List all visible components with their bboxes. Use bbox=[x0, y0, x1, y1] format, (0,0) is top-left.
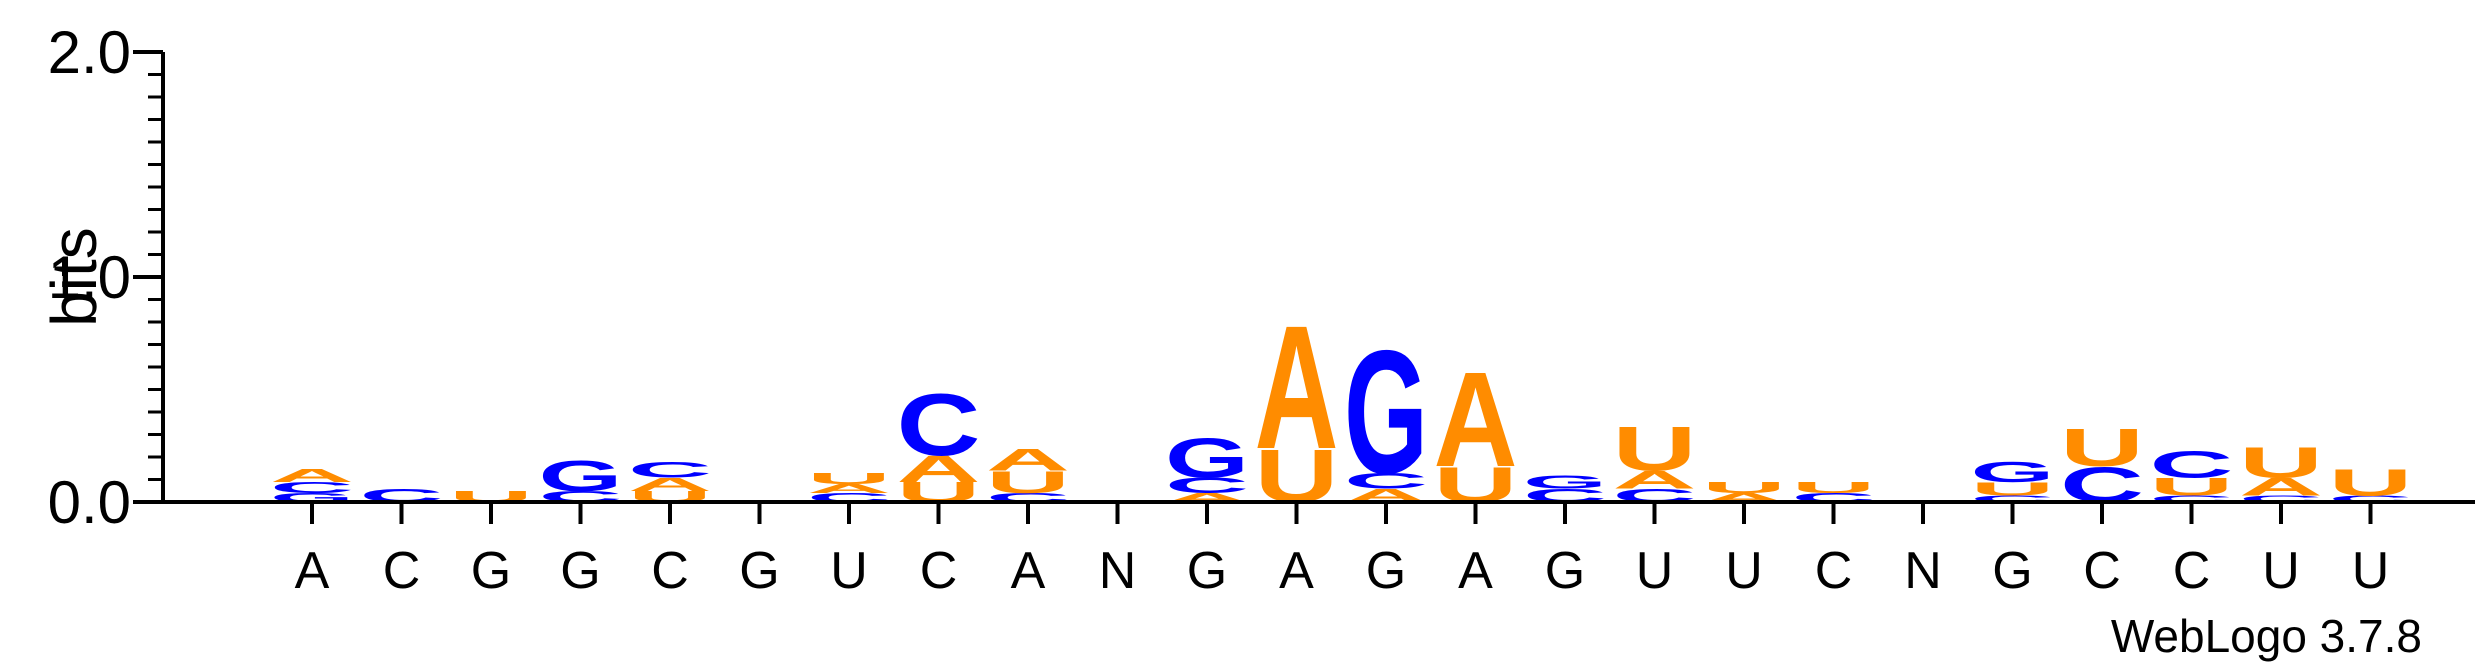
logo-letter: U bbox=[1971, 478, 2055, 499]
x-tick-label: U bbox=[2352, 542, 2390, 600]
x-tick-label: U bbox=[830, 542, 868, 600]
y-tick-label: 2.0 bbox=[48, 19, 131, 86]
logo-letter: U bbox=[2150, 473, 2234, 501]
logo-letter: U bbox=[2329, 462, 2413, 504]
x-tick-label: C bbox=[383, 542, 421, 600]
logo-letter: A bbox=[1613, 466, 1697, 494]
x-tick-label: G bbox=[739, 542, 779, 600]
x-tick-label: G bbox=[1545, 542, 1585, 600]
x-tick-label: C bbox=[920, 542, 958, 600]
logo-letter: C bbox=[2239, 494, 2323, 505]
x-tick-label: A bbox=[1458, 542, 1493, 600]
y-axis: 0.0 1.0 2.0 bbox=[48, 19, 165, 536]
logo-letter: G bbox=[1971, 456, 2055, 488]
logo-letter: U bbox=[1702, 479, 1786, 497]
x-tick-label: A bbox=[1011, 542, 1046, 600]
logo-letter: C bbox=[2149, 494, 2233, 505]
logo-letter: C bbox=[270, 479, 354, 497]
x-tick-label: N bbox=[1904, 542, 1942, 600]
y-axis-title: bits bbox=[38, 227, 110, 327]
logo-letter: G bbox=[539, 451, 623, 500]
logo-letter: G bbox=[1165, 427, 1249, 490]
logo-letter: U bbox=[807, 470, 891, 488]
y-tick-label: 1.0 bbox=[48, 244, 131, 311]
logo-letter: A bbox=[2239, 473, 2323, 501]
logo-letter: U bbox=[986, 465, 1070, 500]
logo-letter: U bbox=[2239, 437, 2323, 487]
x-tick-label: G bbox=[560, 542, 600, 600]
logo-letter: G bbox=[1344, 314, 1428, 510]
logo-letter: C bbox=[2328, 494, 2412, 505]
weblogo-credit: WebLogo 3.7.8 bbox=[2111, 610, 2422, 662]
logo-letter: C bbox=[1344, 469, 1428, 494]
x-tick-label: G bbox=[1187, 542, 1227, 600]
logo-letter: U bbox=[2060, 418, 2144, 478]
x-tick-label: C bbox=[2083, 542, 2121, 600]
logo-letter: A bbox=[986, 442, 1070, 477]
x-tick-label: U bbox=[1725, 542, 1763, 600]
x-tick-label: C bbox=[1815, 542, 1853, 600]
x-tick-label: A bbox=[1279, 542, 1314, 600]
logo-letter: U bbox=[1612, 413, 1696, 484]
logo-letter: C bbox=[2150, 444, 2234, 486]
x-tick-label: C bbox=[651, 542, 689, 600]
x-tick-label: U bbox=[2262, 542, 2300, 600]
logo-letter: A bbox=[1255, 289, 1339, 486]
logo-letter: G bbox=[1523, 472, 1607, 493]
x-tick-label: G bbox=[1992, 542, 2032, 600]
logo-letter: A bbox=[1434, 344, 1518, 495]
x-tick-label: U bbox=[1636, 542, 1674, 600]
logo-letter: C bbox=[628, 457, 712, 482]
logo-letter: U bbox=[1254, 434, 1338, 519]
x-tick-label: N bbox=[1099, 542, 1137, 600]
y-tick-label: 0.0 bbox=[48, 469, 131, 536]
x-tick-label: A bbox=[295, 542, 330, 600]
logo-letter: A bbox=[628, 474, 712, 495]
logo-letter: C bbox=[897, 375, 981, 473]
logo-letter: A bbox=[270, 465, 354, 486]
x-tick-label: G bbox=[1366, 542, 1406, 600]
logo-letter: A bbox=[897, 448, 981, 490]
x-tick-label: G bbox=[471, 542, 511, 600]
logo-letter: A bbox=[807, 482, 891, 496]
x-tick-label: C bbox=[2173, 542, 2211, 600]
logo-letter: C bbox=[1165, 473, 1249, 498]
logo-letter: U bbox=[1791, 479, 1875, 497]
logo-letter: C bbox=[1970, 494, 2054, 505]
